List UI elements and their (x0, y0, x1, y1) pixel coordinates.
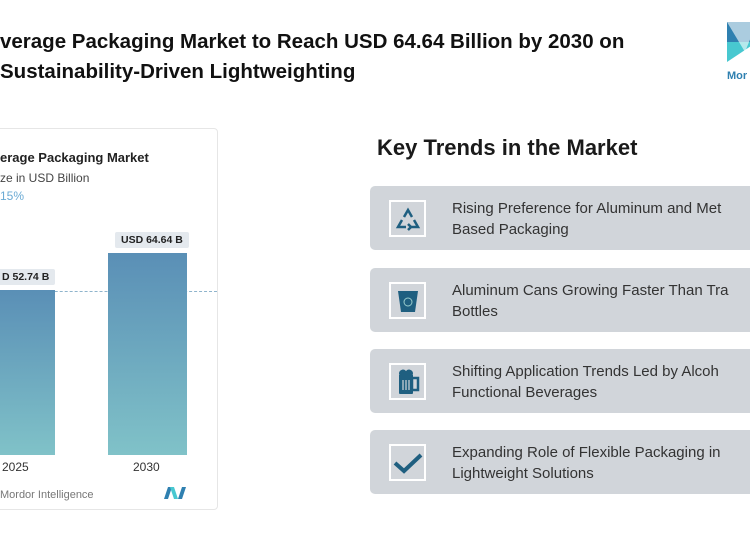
chart-title: erage Packaging Market (0, 150, 149, 165)
trend-text: Shifting Application Trends Led by Alcoh (452, 363, 719, 380)
trend-card: Shifting Application Trends Led by Alcoh… (370, 349, 750, 413)
trends-heading: Key Trends in the Market (377, 135, 638, 160)
trend-text: Expanding Role of Flexible Packaging in (452, 444, 721, 461)
recycle-bin-icon (389, 282, 426, 319)
logo-text: Mor (727, 70, 748, 82)
bar-2025 (0, 290, 55, 455)
chart-footer: Mordor Intelligence (0, 489, 94, 501)
page-title: verage Packaging Market to Reach USD 64.… (0, 27, 624, 87)
mi-logo-icon (164, 487, 186, 499)
trend-card: Aluminum Cans Growing Faster Than Tra Bot… (370, 268, 750, 332)
x-label-2030: 2030 (133, 460, 160, 474)
value-label-2025: D 52.74 B (0, 269, 56, 286)
trend-text: Aluminum Cans Growing Faster Than Tra (452, 282, 729, 299)
checkmark-icon (389, 444, 426, 481)
trend-card: Rising Preference for Aluminum and Met Ba… (370, 186, 750, 250)
mordor-logo-icon (727, 22, 750, 62)
title-line-1: verage Packaging Market to Reach USD 64.… (0, 30, 625, 53)
bar-2030 (108, 253, 187, 455)
trend-text-2: Bottles (452, 302, 498, 320)
value-label-2030: USD 64.64 B (115, 232, 189, 248)
beer-mug-icon (389, 363, 426, 400)
title-line-2: Sustainability-Driven Lightweighting (0, 60, 356, 83)
trend-card: Expanding Role of Flexible Packaging in L… (370, 430, 750, 494)
trend-text: Rising Preference for Aluminum and Met (452, 200, 722, 217)
trend-text-2: Lightweight Solutions (452, 464, 594, 482)
x-label-2025: 2025 (2, 460, 29, 474)
chart-growth: 15% (0, 189, 25, 203)
chart-subtitle: ze in USD Billion (0, 171, 90, 185)
recycle-icon (389, 200, 426, 237)
trend-text-2: Functional Beverages (452, 383, 598, 401)
chart-panel (0, 128, 218, 510)
trend-text-2: Based Packaging (452, 220, 569, 238)
